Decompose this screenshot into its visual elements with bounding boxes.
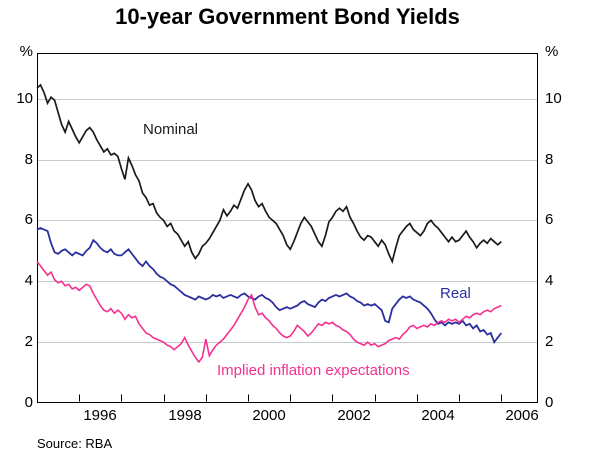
y-axis-label-right-2: 2	[545, 333, 554, 350]
series-line-real	[36, 227, 502, 344]
y-axis-label-right-0: 0	[545, 394, 554, 411]
series-label-nominal: Nominal	[143, 121, 199, 138]
source-note: Source: RBA	[37, 436, 113, 451]
y-axis-label-left-4: 4	[24, 272, 33, 289]
x-axis-label-1998: 1998	[168, 407, 202, 424]
y-axis-unit-left: %	[19, 43, 33, 60]
y-axis-label-left-8: 8	[24, 151, 33, 168]
series-label-real: Real	[440, 285, 471, 302]
y-axis-label-right-6: 6	[545, 211, 554, 228]
x-axis-label-1996: 1996	[83, 407, 117, 424]
y-axis-unit-right: %	[545, 43, 559, 60]
y-axis-label-right-10: 10	[545, 90, 562, 107]
y-axis-label-left-10: 10	[16, 90, 33, 107]
plot-border	[36, 52, 539, 404]
y-axis-label-left-6: 6	[24, 211, 33, 228]
y-axis-label-left-2: 2	[24, 333, 33, 350]
y-axis-label-right-4: 4	[545, 272, 554, 289]
y-axis-label-left-0: 0	[24, 394, 33, 411]
series-label-implied-inflation-expectations: Implied inflation expectations	[217, 362, 410, 379]
series-line-nominal	[36, 83, 502, 265]
chart-title: 10-year Government Bond Yields	[115, 4, 460, 29]
y-axis-label-right-8: 8	[545, 151, 554, 168]
x-axis-label-2006: 2006	[505, 407, 539, 424]
x-axis-label-2002: 2002	[337, 407, 371, 424]
series-line-implied-inflation-expectations	[36, 260, 502, 364]
x-axis-label-2004: 2004	[421, 407, 455, 424]
x-axis-label-2000: 2000	[252, 407, 286, 424]
